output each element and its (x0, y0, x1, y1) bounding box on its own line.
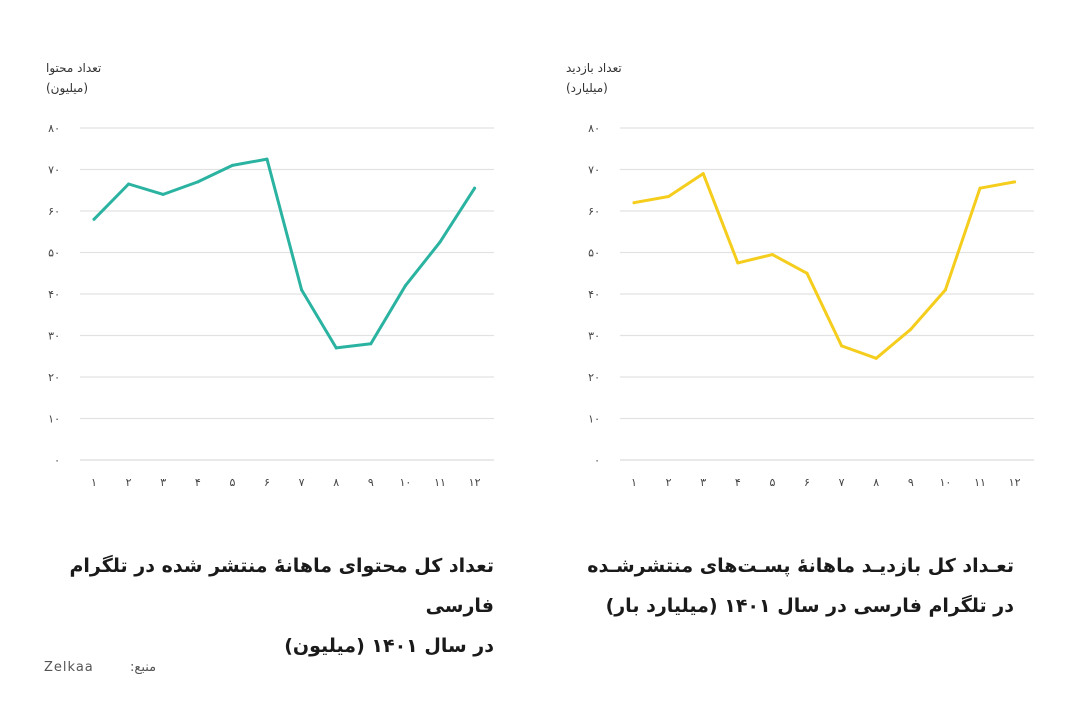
right-ytick-label: ۰ (594, 454, 600, 467)
left-xtick-label: ۷ (299, 476, 305, 489)
right-ytick-label: ۸۰ (588, 122, 600, 135)
right-data-point (874, 356, 878, 360)
right-xtick-label: ۶ (804, 476, 810, 489)
left-data-point (300, 288, 304, 292)
right-data-point (1013, 180, 1017, 184)
right-ylabel-text: تعداد بازدید (566, 61, 622, 75)
right-xtick-label: ۳ (700, 476, 706, 489)
left-ylabel-text: تعداد محتوا (46, 61, 102, 75)
right-data-point (978, 186, 982, 190)
right-ytick-label: ۷۰ (588, 164, 600, 177)
left-ylabel-unit: (میلیون) (46, 81, 89, 95)
right-data-point (909, 327, 913, 331)
source-name: Zelkaa (44, 660, 94, 675)
right-data-point (805, 271, 809, 275)
left-data-point (369, 342, 373, 346)
left-data-point (161, 192, 165, 196)
right-data-point (701, 172, 705, 176)
left-ytick-label: ۱۰ (48, 413, 60, 426)
left-ytick-label: ۲۰ (48, 371, 60, 384)
left-data-point (265, 157, 269, 161)
right-data-point (943, 288, 947, 292)
left-ytick-label: ۸۰ (48, 122, 60, 135)
right-xtick-label: ۱۰ (939, 476, 951, 489)
source-label: منبع: (130, 660, 157, 675)
left-xtick-label: ۵ (229, 476, 235, 489)
right-chart-ylabel: تعداد بازدید (میلیارد) (566, 58, 622, 98)
right-ytick-label: ۳۰ (588, 330, 600, 343)
left-data-point (196, 180, 200, 184)
right-data-point (736, 261, 740, 265)
left-xtick-label: ۶ (264, 476, 270, 489)
right-caption-line2: در تلگرام فارسی در سال ۱۴۰۱ (میلیارد بار… (605, 595, 1014, 617)
right-series-line (632, 172, 1017, 360)
left-series-line (92, 157, 477, 350)
left-xtick-label: ۱ (91, 476, 97, 489)
left-data-point (473, 186, 477, 190)
right-data-point (632, 201, 636, 205)
left-caption-line1: تعداد کل محتوای ماهانهٔ منتشر شده در تلگ… (69, 555, 494, 617)
right-ylabel-unit: (میلیارد) (566, 81, 608, 95)
left-data-point (438, 240, 442, 244)
right-xtick-label: ۸ (873, 476, 879, 489)
right-xtick-label: ۹ (908, 476, 914, 489)
left-ytick-label: ۵۰ (48, 247, 60, 260)
right-xtick-label: ۱ (631, 476, 637, 489)
left-ytick-label: ۳۰ (48, 330, 60, 343)
left-xtick-label: ۱۰ (399, 476, 411, 489)
right-ytick-label: ۶۰ (588, 205, 600, 218)
right-xtick-label: ۱۱ (974, 476, 986, 489)
right-xtick-label: ۲ (666, 476, 672, 489)
left-data-point (334, 346, 338, 350)
right-chart-caption: تعـداد کل بازدیـد ماهانهٔ پسـت‌های منتشر… (544, 546, 1014, 626)
left-data-point (403, 284, 407, 288)
right-xtick-label: ۵ (769, 476, 775, 489)
right-data-point (840, 344, 844, 348)
left-caption-line2: در سال ۱۴۰۱ (میلیون) (284, 635, 494, 657)
left-xtick-label: ۸ (333, 476, 339, 489)
left-data-point (92, 217, 96, 221)
left-chart-caption: تعداد کل محتوای ماهانهٔ منتشر شده در تلگ… (24, 546, 494, 666)
right-xtick-label: ۷ (839, 476, 845, 489)
right-caption-line1: تعـداد کل بازدیـد ماهانهٔ پسـت‌های منتشر… (587, 555, 1014, 577)
left-xtick-label: ۲ (126, 476, 132, 489)
left-ytick-label: ۶۰ (48, 205, 60, 218)
left-ytick-label: ۴۰ (48, 288, 60, 301)
left-xtick-label: ۱۲ (469, 476, 481, 489)
left-xtick-label: ۱۱ (434, 476, 446, 489)
right-ytick-label: ۲۰ (588, 371, 600, 384)
right-ytick-label: ۱۰ (588, 413, 600, 426)
right-ytick-label: ۴۰ (588, 288, 600, 301)
left-ytick-label: ۷۰ (48, 164, 60, 177)
right-xtick-label: ۴ (735, 476, 741, 489)
left-data-point (127, 182, 131, 186)
right-data-point (667, 194, 671, 198)
left-xtick-label: ۹ (368, 476, 374, 489)
source-note: Zelkaa منبع: (44, 660, 156, 675)
right-data-point (770, 253, 774, 257)
left-chart-ylabel: تعداد محتوا (میلیون) (46, 58, 101, 98)
left-xtick-label: ۴ (195, 476, 201, 489)
left-ytick-label: ۰ (54, 454, 60, 467)
left-data-point (230, 163, 234, 167)
right-xtick-label: ۱۲ (1009, 476, 1021, 489)
right-ytick-label: ۵۰ (588, 247, 600, 260)
left-xtick-label: ۳ (160, 476, 166, 489)
